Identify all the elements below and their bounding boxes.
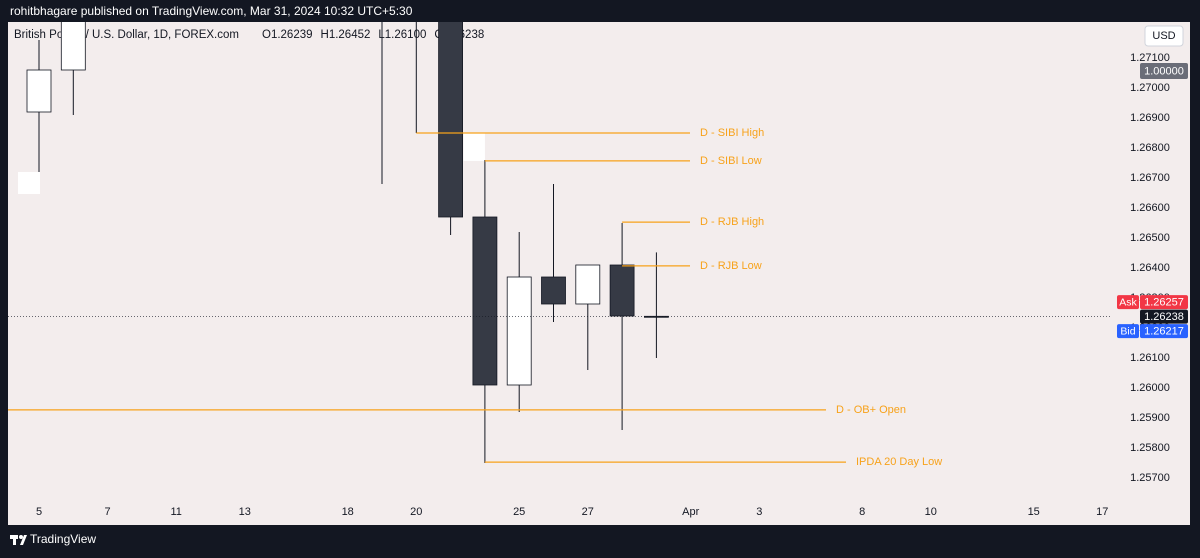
level-label: D - RJB Low [700,260,762,272]
price-tag-value: 1.26217 [1144,326,1184,338]
x-tick-label: 25 [513,506,525,518]
brand: TradingView [30,532,96,546]
plot [18,22,669,463]
x-tick-label: 27 [582,506,594,518]
y-tick-label: 1.26500 [1130,232,1170,244]
y-tick-label: 1.27100 [1130,52,1170,64]
price-tag [1140,309,1188,324]
level-label: D - SIBI High [700,127,764,139]
price-axis: 1.27100 1.27000 1.26900 1.26800 1.26700 1.266… [1117,52,1188,484]
x-tick-label: 5 [36,506,42,518]
y-tick-label: 1.25900 [1130,412,1170,424]
price-tag-value: 1.26238 [1144,311,1184,323]
price-tag-name: Ask [1119,296,1137,308]
candle-body [26,69,52,113]
brand-logo [10,535,27,545]
chart-title: British Pound / U.S. Dollar, 1D, FOREX.c… [14,29,239,41]
y-tick-label: 1.26400 [1130,262,1170,274]
level-label: D - RJB High [700,216,764,228]
y-tick-label: 1.27000 [1130,82,1170,94]
candle-body [541,276,566,305]
candle-body [60,22,86,71]
level-label: IPDA 20 Day Low [856,456,942,468]
price-tag-name-box [1117,324,1139,339]
y-tick-label: 1.26800 [1130,142,1170,154]
scale-value-tag [1140,63,1188,79]
y-tick-label: 1.25800 [1130,442,1170,454]
publisher: rohitbhagare published on TradingView.co… [10,4,413,18]
candle-body [575,264,601,305]
currency-box [1144,25,1184,47]
candle-body [609,264,635,317]
y-tick-label: 1.26600 [1130,202,1170,214]
x-tick-label: 15 [1028,506,1040,518]
ohlc-value: H1.26452 [321,29,371,41]
ohlc-value: L1.26100 [378,29,426,41]
y-tick-label: 1.26100 [1130,352,1170,364]
candle-body [438,22,464,218]
y-tick-label: 1.25700 [1130,472,1170,484]
x-tick-label: 8 [859,506,865,518]
footer [8,527,1190,553]
gap-zone [463,133,485,161]
level-label: D - OB+ Open [836,404,906,416]
x-tick-label: 17 [1096,506,1108,518]
scale-value: 1.00000 [1144,65,1184,77]
gap-zone [18,172,40,194]
y-tick-label: 1.26000 [1130,382,1170,394]
currency: USD [1152,30,1175,42]
price-tag-name: Bid [1120,325,1135,337]
x-tick-label: 7 [105,506,111,518]
y-tick-label: 1.26700 [1130,172,1170,184]
price-tag-name-box [1117,295,1139,310]
candle-body [506,276,532,386]
x-tick-label: 3 [756,506,762,518]
y-tick-label: 1.26900 [1130,112,1170,124]
x-tick-label: 13 [239,506,251,518]
ohlc-value: O1.26239 [262,29,313,41]
x-tick-label: 18 [342,506,354,518]
candle-body [472,216,498,386]
price-tag [1140,324,1188,339]
x-tick-label: Apr [682,506,699,518]
x-tick-label: 20 [410,506,422,518]
x-tick-label: 10 [925,506,937,518]
level-label: D - SIBI Low [700,155,762,167]
price-tag [1140,295,1188,310]
price-tag-value: 1.26257 [1144,297,1184,309]
x-tick-label: 11 [170,506,181,518]
